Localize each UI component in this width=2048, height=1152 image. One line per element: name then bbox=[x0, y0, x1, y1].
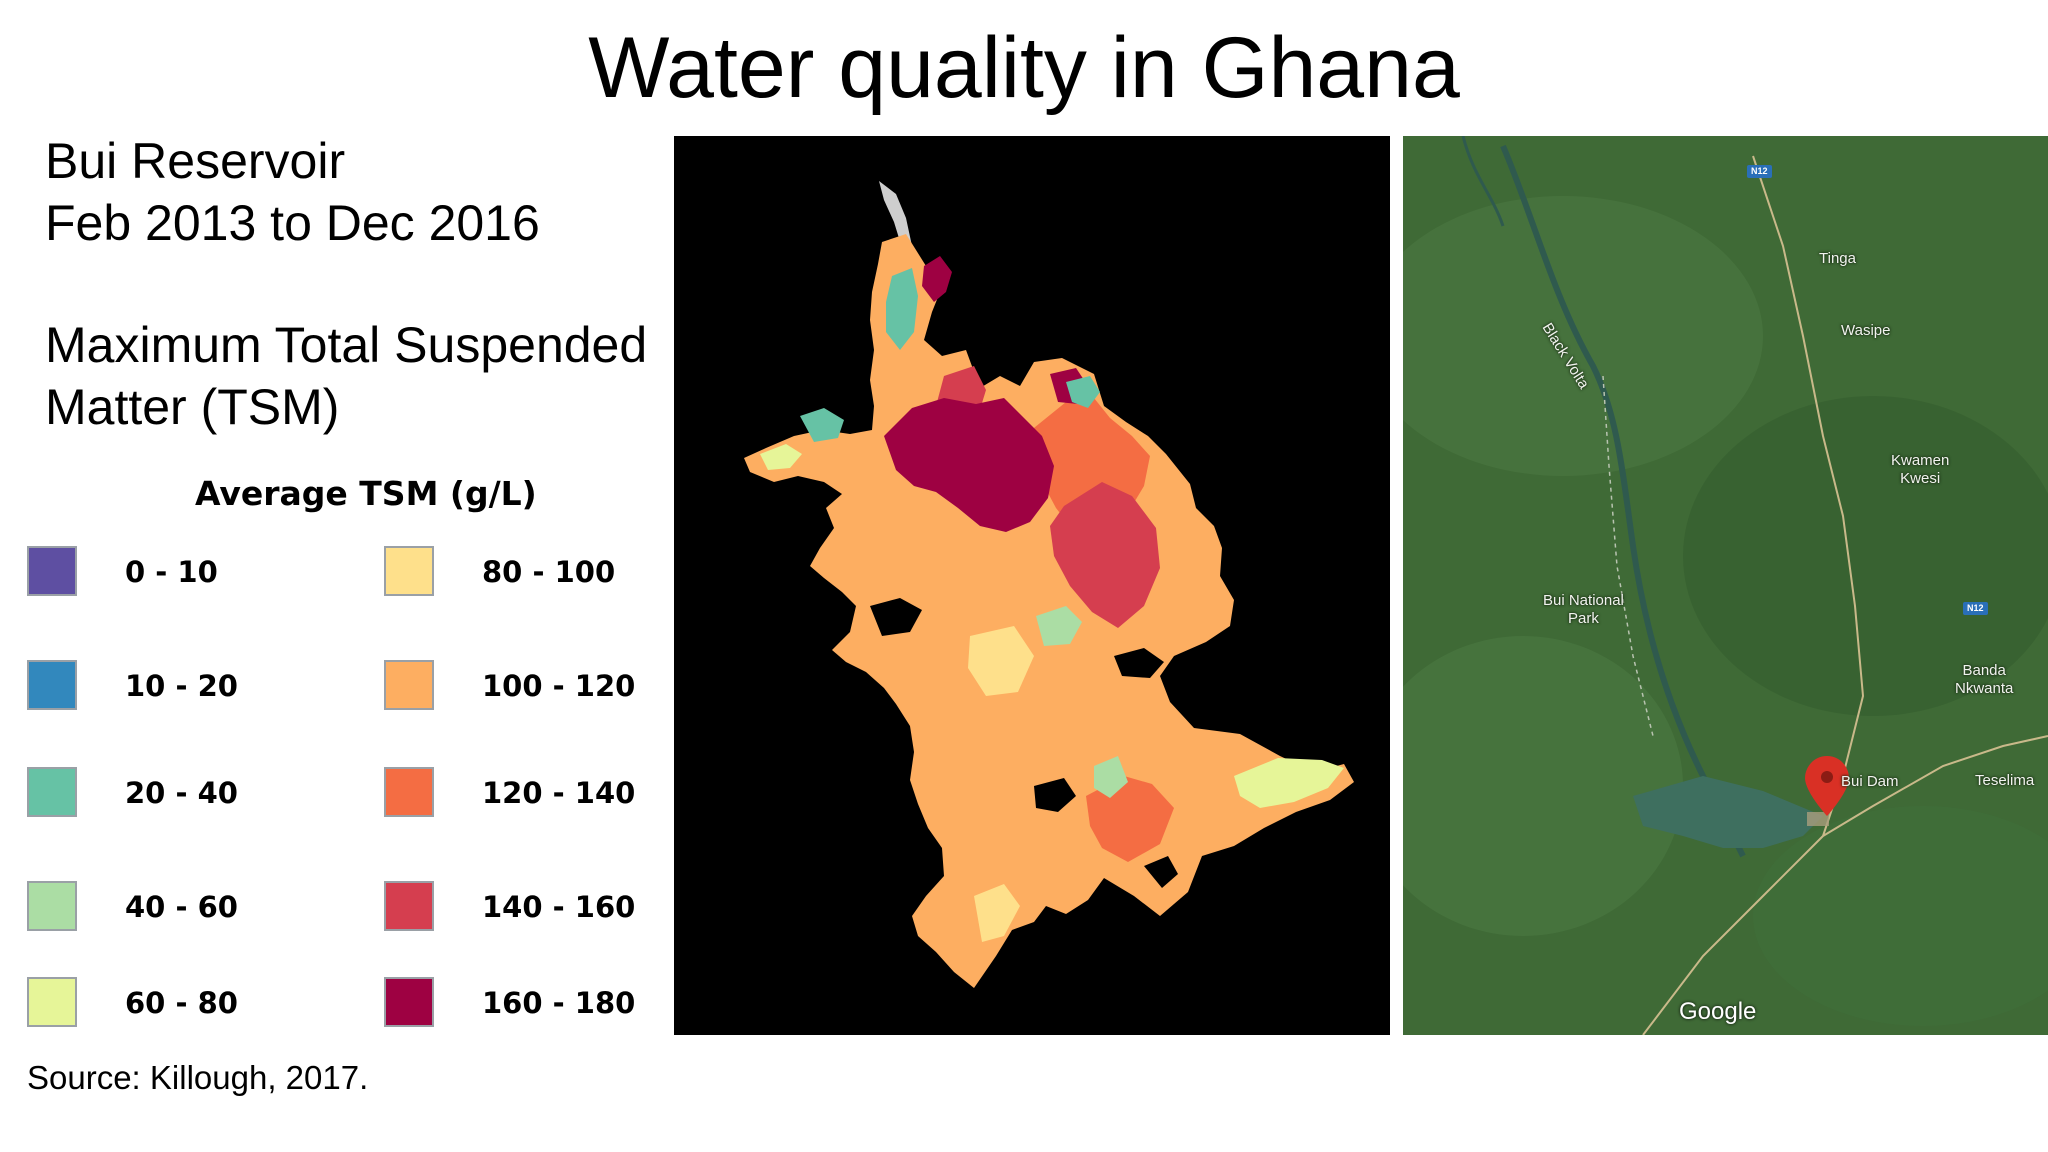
map-label-line: Banda bbox=[1962, 662, 2006, 679]
legend-swatch bbox=[27, 977, 77, 1027]
map-label-line: Nkwanta bbox=[1955, 680, 2014, 697]
satellite-map: N12 N12 Tinga Wasipe Kwamen Kwesi Bui Na… bbox=[1403, 136, 2048, 1035]
road-south bbox=[1642, 835, 1824, 1035]
tsm-zone-80-100 bbox=[974, 884, 1020, 942]
map-label-line: Kwamen bbox=[1891, 452, 1950, 469]
river-branch bbox=[1461, 136, 1505, 227]
reservoir-name: Bui Reservoir bbox=[45, 133, 346, 189]
tsm-zone-20-40 bbox=[800, 408, 844, 442]
legend-label: 0 - 10 bbox=[125, 555, 218, 589]
legend-swatch bbox=[384, 881, 434, 931]
metric-line-1: Maximum Total Suspended bbox=[45, 317, 648, 373]
map-label-line: Bui National bbox=[1543, 592, 1624, 609]
road-badge-n12: N12 bbox=[1963, 602, 1988, 615]
legend-label: 160 - 180 bbox=[482, 986, 636, 1020]
tsm-map-graphic bbox=[744, 181, 1354, 988]
legend-label: 140 - 160 bbox=[482, 890, 636, 924]
settlement bbox=[1807, 812, 1829, 826]
terrain-patch bbox=[1753, 806, 2048, 1026]
metric-line-2: Matter (TSM) bbox=[45, 379, 340, 435]
terrain-patch bbox=[1683, 396, 2048, 716]
google-logo: Google bbox=[1679, 998, 1757, 1025]
map-label-tinga: Tinga bbox=[1819, 250, 1856, 267]
legend-label: 120 - 140 bbox=[482, 776, 636, 810]
legend-label: 40 - 60 bbox=[125, 890, 238, 924]
legend-label: 20 - 40 bbox=[125, 776, 238, 810]
legend-title: Average TSM (g/L) bbox=[195, 474, 537, 513]
map-label-teselima: Teselima bbox=[1975, 772, 2035, 789]
tsm-zone-120-140 bbox=[1086, 776, 1174, 862]
satellite-map-graphic bbox=[1403, 136, 2048, 1035]
map-label-wasipe: Wasipe bbox=[1841, 322, 1891, 339]
legend-swatch bbox=[384, 767, 434, 817]
tsm-zone-80-100 bbox=[968, 626, 1034, 696]
legend-swatch bbox=[27, 881, 77, 931]
tsm-zone-160-180 bbox=[884, 398, 1054, 532]
reservoir-shape bbox=[744, 234, 1354, 988]
road-east bbox=[1822, 735, 2048, 837]
tsm-zone-40-60 bbox=[1094, 756, 1128, 798]
tsm-zone-20-40 bbox=[886, 268, 918, 350]
tsm-zone-20-40 bbox=[1066, 376, 1100, 408]
slide-title: Water quality in Ghana bbox=[588, 20, 1460, 116]
reservoir-water bbox=[1633, 776, 1823, 848]
legend-label: 60 - 80 bbox=[125, 986, 238, 1020]
road-badge-n12: N12 bbox=[1747, 165, 1772, 178]
metric-heading: Maximum Total Suspended Matter (TSM) bbox=[45, 314, 647, 438]
tsm-zone-40-60 bbox=[1036, 606, 1082, 646]
tsm-zone-140-160 bbox=[1050, 482, 1160, 628]
island-shape bbox=[1144, 856, 1178, 888]
location-pin-dot bbox=[1821, 771, 1833, 783]
tsm-reservoir-map bbox=[674, 136, 1390, 1035]
map-label-bui-dam: Bui Dam bbox=[1841, 773, 1899, 790]
island-shape bbox=[870, 598, 922, 636]
tsm-zone-60-80 bbox=[1234, 758, 1344, 808]
legend-label: 10 - 20 bbox=[125, 669, 238, 703]
map-label-kwamen-kwesi: Kwamen Kwesi bbox=[1891, 452, 1949, 488]
legend-swatch bbox=[384, 546, 434, 596]
terrain-patch bbox=[1403, 636, 1683, 936]
legend-label: 100 - 120 bbox=[482, 669, 636, 703]
road-n12 bbox=[1752, 155, 1865, 837]
legend-label: 80 - 100 bbox=[482, 555, 616, 589]
reservoir-period: Bui Reservoir Feb 2013 to Dec 2016 bbox=[45, 130, 540, 254]
location-pin-icon[interactable] bbox=[1805, 756, 1849, 816]
date-range: Feb 2013 to Dec 2016 bbox=[45, 195, 540, 251]
legend-swatch bbox=[384, 977, 434, 1027]
map-label-line: Kwesi bbox=[1900, 470, 1941, 487]
legend-swatch bbox=[27, 767, 77, 817]
source-citation: Source: Killough, 2017. bbox=[27, 1059, 369, 1096]
tsm-zone-160-180 bbox=[922, 256, 952, 302]
map-label-bui-national-park: Bui National Park bbox=[1543, 592, 1624, 628]
terrain-patch bbox=[1403, 196, 1763, 476]
island-shape bbox=[1034, 778, 1076, 812]
map-label-banda-nkwanta: Banda Nkwanta bbox=[1955, 662, 2013, 698]
legend-swatch bbox=[27, 660, 77, 710]
map-label-line: Park bbox=[1568, 610, 1599, 627]
legend-swatch bbox=[27, 546, 77, 596]
tsm-zone-60-80 bbox=[760, 444, 802, 470]
legend-swatch bbox=[384, 660, 434, 710]
island-shape bbox=[1114, 648, 1164, 678]
